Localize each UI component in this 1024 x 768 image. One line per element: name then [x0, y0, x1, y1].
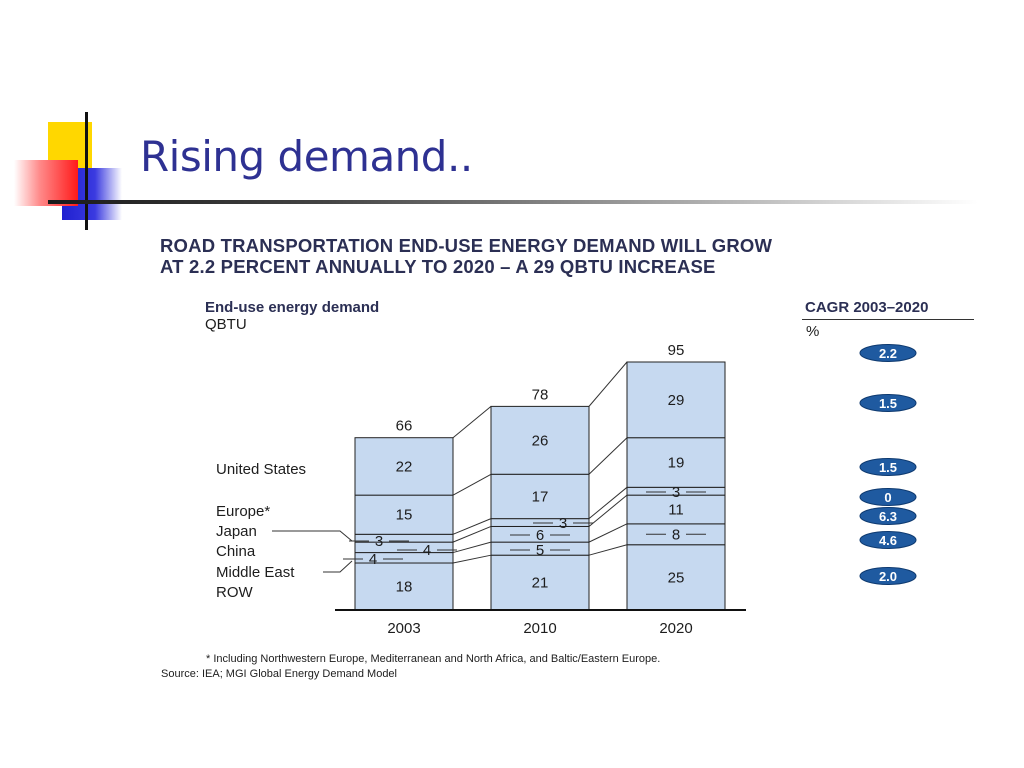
segment-value-label: 6	[536, 527, 544, 544]
title-divider	[48, 200, 978, 204]
x-tick-label: 2020	[659, 620, 692, 637]
slide-title: Rising demand..	[140, 132, 473, 181]
connector-line	[452, 473, 492, 496]
series-legend-label: Japan	[216, 523, 257, 540]
cagr-badge-value: 2.2	[879, 346, 897, 361]
legend-leader-line	[323, 560, 353, 573]
connector-line	[588, 361, 628, 407]
bar-segment	[490, 473, 590, 520]
segment-value-label: 25	[668, 569, 685, 586]
legend-leader-line	[272, 530, 353, 542]
segment-value-label: 19	[668, 455, 685, 472]
connector-line	[588, 494, 628, 527]
cagr-badge	[859, 507, 917, 525]
cagr-header: CAGR 2003–2020	[805, 299, 929, 316]
cagr-badge	[859, 394, 917, 412]
connector-line	[588, 486, 628, 520]
cagr-header-rule	[802, 319, 974, 320]
segment-value-label: 15	[396, 507, 413, 524]
series-legend-label: United States	[216, 461, 306, 478]
x-tick-label: 2010	[523, 620, 556, 637]
bar-segment	[626, 494, 726, 525]
segment-value-label: 21	[532, 575, 549, 592]
bar-segment	[626, 437, 726, 488]
bar-total-label: 95	[668, 342, 685, 359]
segment-value-label: 3	[672, 484, 680, 501]
x-tick-label: 2003	[387, 620, 420, 637]
segment-value-label: 11	[668, 501, 684, 518]
decor-vertical-line	[85, 112, 88, 230]
cagr-badge	[859, 531, 917, 549]
segment-value-label: 26	[532, 432, 549, 449]
connector-line	[452, 554, 492, 564]
series-legend-label: ROW	[216, 584, 254, 601]
chart-heading-line-1: ROAD TRANSPORTATION END-USE ENERGY DEMAN…	[160, 235, 773, 256]
source-note: Source: IEA; MGI Global Energy Demand Mo…	[161, 668, 397, 680]
connector-line	[452, 526, 492, 543]
cagr-unit: %	[806, 323, 820, 340]
cagr-badge-value: 6.3	[879, 509, 897, 524]
bar-segment	[626, 361, 726, 439]
connector-line	[588, 523, 628, 543]
bar-total-label: 66	[396, 418, 413, 435]
segment-value-label: 8	[672, 526, 680, 543]
segment-value-label: 5	[536, 542, 544, 559]
chart-unit-label: QBTU	[205, 316, 247, 333]
connector-line	[452, 405, 492, 439]
segment-value-label: 4	[369, 551, 377, 568]
cagr-badge	[859, 488, 917, 506]
series-legend-label: Europe*	[216, 503, 270, 520]
footnote: * Including Northwestern Europe, Mediter…	[206, 653, 661, 665]
connector-line	[452, 541, 492, 554]
bar-segment	[354, 494, 454, 535]
cagr-badge-value: 0	[884, 490, 891, 505]
series-legend-label: China	[216, 543, 256, 560]
bar-segment	[354, 437, 454, 496]
cagr-badge-value: 1.5	[879, 396, 897, 411]
decor-red-block	[14, 160, 78, 206]
cagr-badge-value: 1.5	[879, 460, 897, 475]
series-legend-label: Middle East	[216, 564, 295, 581]
segment-value-label: 3	[559, 515, 567, 532]
segment-value-label: 17	[532, 488, 549, 505]
cagr-badge	[859, 344, 917, 362]
segment-value-label: 18	[396, 579, 413, 596]
cagr-badge-value: 2.0	[879, 569, 897, 584]
chart-heading-line-2: AT 2.2 PERCENT ANNUALLY TO 2020 – A 29 Q…	[160, 256, 716, 277]
segment-value-label: 22	[396, 458, 413, 475]
cagr-badge	[859, 567, 917, 585]
cagr-badge	[859, 458, 917, 476]
chart-subtitle: End-use energy demand	[205, 299, 380, 316]
connector-line	[588, 544, 628, 556]
segment-value-label: 4	[423, 542, 431, 559]
bar-segment	[490, 405, 590, 475]
connector-line	[452, 518, 492, 535]
bar-total-label: 78	[532, 386, 549, 403]
connector-line	[588, 437, 628, 475]
segment-value-label: 3	[375, 533, 383, 550]
segment-value-label: 29	[668, 392, 685, 409]
cagr-badge-value: 4.6	[879, 533, 897, 548]
